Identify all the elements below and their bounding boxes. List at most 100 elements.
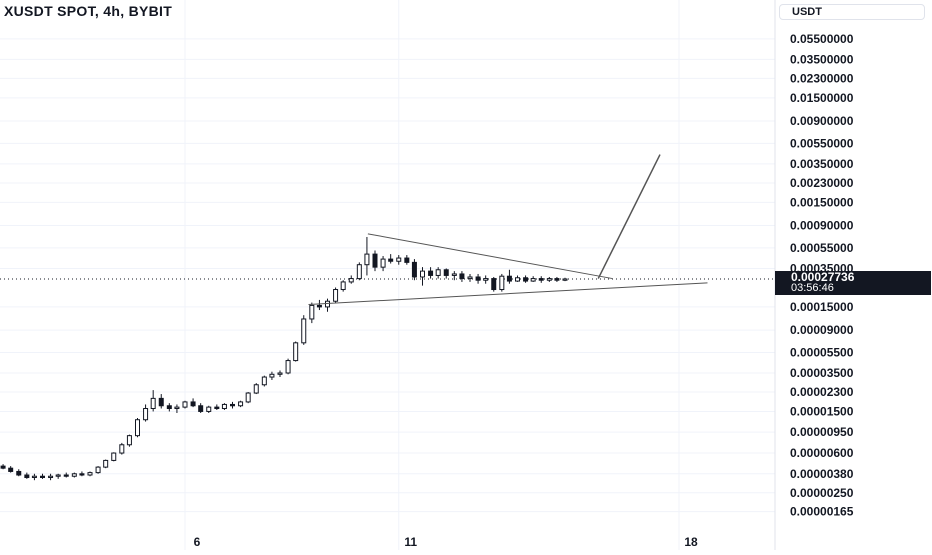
candle	[309, 302, 315, 324]
candle-body-up	[48, 475, 54, 479]
candle-body-down	[316, 304, 322, 308]
candle	[515, 275, 520, 282]
candle-body-down	[372, 253, 378, 268]
candle-body-up	[277, 372, 283, 375]
candle-body-down	[158, 397, 164, 407]
candle-body-up	[269, 373, 275, 378]
candle	[79, 471, 85, 477]
candle-body-down	[214, 406, 220, 410]
candle-body-up	[31, 475, 37, 479]
candle-body-down	[411, 261, 417, 278]
candle-body-up	[515, 277, 520, 282]
candle	[174, 404, 180, 413]
candle-body-up	[309, 304, 315, 320]
candle-body-down	[79, 473, 85, 476]
candle	[143, 404, 149, 422]
projection-trendline[interactable]	[597, 154, 661, 279]
candle-body-up	[111, 452, 117, 461]
candle-body-down	[166, 405, 172, 410]
price-tick-label: 0.00000380	[790, 467, 854, 481]
candle-body-up	[499, 275, 505, 291]
candle	[546, 276, 552, 282]
candle	[198, 403, 204, 413]
plot-background	[0, 0, 775, 550]
time-tick-label: 18	[684, 535, 698, 549]
candle	[95, 466, 101, 474]
candle	[150, 390, 156, 412]
candle	[364, 236, 370, 276]
candle	[135, 417, 140, 438]
candle-body-down	[538, 278, 544, 281]
candle	[103, 459, 109, 469]
candle-body-down	[0, 465, 6, 469]
candle-body-up	[467, 276, 473, 280]
candle-body-up	[126, 435, 132, 446]
candle	[126, 434, 132, 447]
candle	[499, 273, 505, 292]
candle-body-up	[420, 270, 425, 278]
candle	[506, 269, 512, 284]
price-tick-label: 0.00550000	[790, 136, 854, 150]
candle-body-up	[435, 269, 441, 276]
candle-body-down	[506, 275, 512, 282]
candle	[523, 275, 529, 283]
candle-body-up	[483, 278, 489, 281]
candle-body-down	[40, 475, 45, 479]
grid-layer	[0, 0, 775, 550]
candle-body-down	[404, 257, 410, 263]
candle	[261, 375, 267, 387]
candle-layer	[0, 236, 568, 481]
candle	[451, 271, 457, 281]
price-tick-label: 0.00003500	[790, 366, 854, 380]
candle	[467, 273, 473, 282]
price-tick-label: 0.02300000	[790, 71, 854, 85]
candle-body-up	[364, 253, 370, 266]
candle	[87, 471, 93, 477]
price-axis[interactable]: 0.05500000 0.03500000 0.02300000 0.01500000…	[790, 32, 854, 519]
candle	[475, 273, 481, 284]
candle	[435, 267, 441, 279]
price-tick-label: 0.00005500	[790, 345, 854, 359]
candle	[491, 276, 497, 292]
candle	[372, 250, 378, 272]
price-tick-label: 0.00001500	[790, 404, 854, 418]
candle	[230, 401, 235, 409]
candle	[356, 262, 362, 281]
drawing-layer[interactable]	[308, 154, 708, 306]
candle-body-up	[530, 278, 536, 282]
candle	[182, 400, 188, 409]
candle-body-up	[348, 278, 354, 283]
triangle-trendline[interactable]	[308, 282, 708, 306]
candle	[48, 473, 54, 481]
candle-body-up	[182, 401, 188, 408]
candle-body-down	[16, 470, 22, 476]
candle-body-up	[135, 419, 140, 437]
price-tick-label: 0.00000950	[790, 425, 854, 439]
candle-body-down	[24, 474, 30, 479]
candle	[348, 275, 354, 284]
price-tick-label: 0.03500000	[790, 52, 854, 66]
price-tick-label: 0.00002300	[790, 385, 854, 399]
candle	[0, 464, 6, 470]
candle	[245, 392, 251, 404]
price-tick-label: 0.00000250	[790, 486, 854, 500]
candle	[333, 287, 339, 303]
candle-body-up	[301, 318, 307, 344]
candle	[301, 315, 307, 345]
time-axis[interactable]: 6 11 18	[194, 535, 698, 549]
currency-selector[interactable]: USDT	[779, 4, 925, 20]
candle	[71, 472, 77, 478]
price-tick-label: 0.00230000	[790, 176, 854, 190]
price-tick-label: 0.00090000	[790, 219, 854, 233]
candle-body-down	[475, 276, 481, 281]
triangle-trendline[interactable]	[367, 233, 613, 280]
candle-body-up	[95, 466, 101, 474]
candle	[316, 299, 322, 311]
price-tick-label: 0.00350000	[790, 157, 854, 171]
candle-body-up	[143, 408, 149, 421]
candle	[388, 254, 394, 264]
price-tick-label: 0.00150000	[790, 195, 854, 209]
candle	[221, 403, 227, 410]
